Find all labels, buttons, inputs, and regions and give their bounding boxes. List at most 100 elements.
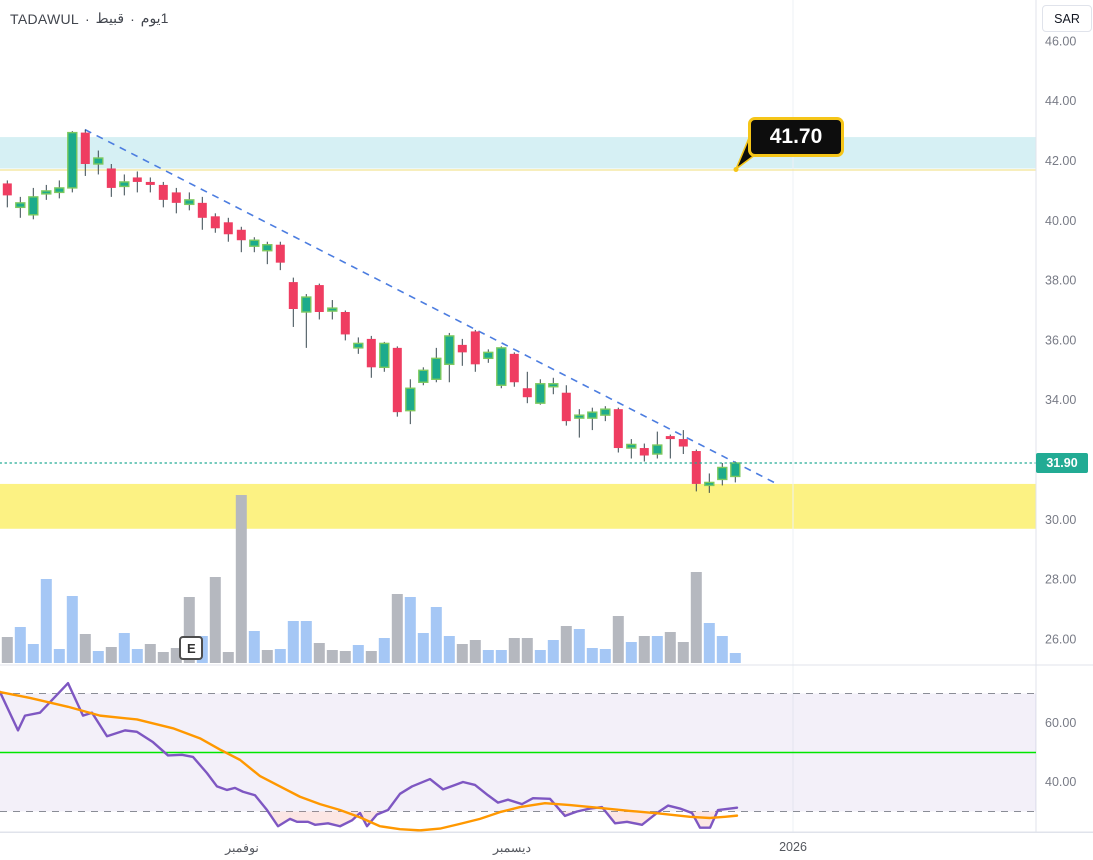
candlestick [106,168,116,188]
candlestick [587,411,598,419]
callout-anchor-dot [733,167,739,172]
symbol-title[interactable]: TADAWUL · قبيط · 1يوم [10,10,168,27]
volume-bar [274,649,286,663]
resistance-zone[interactable] [0,137,1036,169]
volume-bar [508,638,520,663]
candlestick [249,239,260,247]
earnings-badge[interactable]: E [179,636,204,660]
volume-bar [573,629,585,663]
candlestick [665,436,675,440]
volume-bar [248,631,260,663]
candlestick [561,392,571,422]
price-tick-label: 28.00 [1045,573,1076,587]
title-separator: · [85,10,90,27]
price-callout-value: 41.70 [769,125,823,148]
candlestick [327,307,338,312]
candlestick [145,181,155,185]
candlestick [678,439,688,447]
volume-bar [521,638,533,663]
candlestick [210,216,220,229]
volume-bar [378,638,390,663]
rsi-oversold-fill [688,811,718,828]
candlestick [509,353,519,383]
candlestick [2,183,12,196]
volume-bar [703,623,715,663]
candlestick [379,342,390,369]
currency-button[interactable]: SAR [1042,5,1092,32]
timeframe-label: 1يوم [140,10,169,26]
price-tick-label: 38.00 [1045,274,1076,288]
volume-bar [27,644,39,663]
volume-bar [469,640,481,663]
candlestick [262,244,273,252]
last-price-value: 31.90 [1046,455,1078,470]
candlestick [28,196,39,216]
volume-bar [365,651,377,663]
volume-bar [443,636,455,663]
candlestick [41,190,52,195]
price-tick-label: 36.00 [1045,333,1076,347]
title-separator: · [130,10,135,27]
candlestick [483,351,494,360]
price-tick-label: 34.00 [1045,393,1076,407]
candlestick [522,388,532,398]
candlestick [184,199,195,206]
volume-bar [14,627,26,663]
rsi-signal-line [0,690,739,832]
candlestick [548,383,559,388]
currency-button-label: SAR [1054,11,1080,26]
candlestick [652,444,663,455]
volume-bar [651,636,663,663]
candlestick [67,131,78,189]
price-tick-label: 46.00 [1045,34,1076,48]
volume-bar [547,640,559,663]
price-scale[interactable] [1037,0,1093,832]
candlestick [418,369,429,383]
symbol-name-arabic: قبيط [95,10,125,26]
volume-bar [560,626,572,663]
volume-bar [53,649,65,663]
candlestick [730,462,741,478]
time-axis-label: 2026 [779,840,807,854]
volume-bar [118,633,130,663]
volume-bar [40,579,52,663]
volume-bar [534,650,546,663]
volume-bar [677,642,689,663]
candlestick [574,414,585,419]
candlestick [158,184,168,200]
price-callout[interactable]: 41.70 [748,117,844,157]
candlestick [197,202,207,218]
candlestick [132,177,142,182]
descending-trendline[interactable] [84,128,778,485]
volume-bar [417,633,429,663]
price-tick-label: 30.00 [1045,513,1076,527]
candlestick [691,451,701,484]
volume-bar [300,621,312,663]
candlestick [366,338,376,368]
candlestick [236,229,246,241]
candlestick [496,347,507,386]
candlestick [15,202,26,209]
rsi-tick-label: 60.00 [1045,716,1076,730]
candlestick [54,187,65,194]
candlestick [392,347,402,413]
volume-bar [261,650,273,663]
volume-bar [352,645,364,663]
volume-bar [131,649,143,663]
candlestick [613,409,623,449]
candlestick [626,443,637,449]
candlestick [275,244,285,263]
support-zone[interactable] [0,483,1036,529]
volume-bar [157,652,169,663]
volume-bar [235,495,247,663]
candlestick [535,383,546,404]
exchange-name: TADAWUL [10,10,79,27]
candlestick [457,344,467,353]
time-scale[interactable]: نوفمبر ديسمبر 2026 [0,832,1093,860]
volume-bar [586,648,598,663]
candlestick [223,222,233,235]
candlestick [717,466,728,481]
candlestick [704,481,715,487]
volume-bar [209,577,221,663]
